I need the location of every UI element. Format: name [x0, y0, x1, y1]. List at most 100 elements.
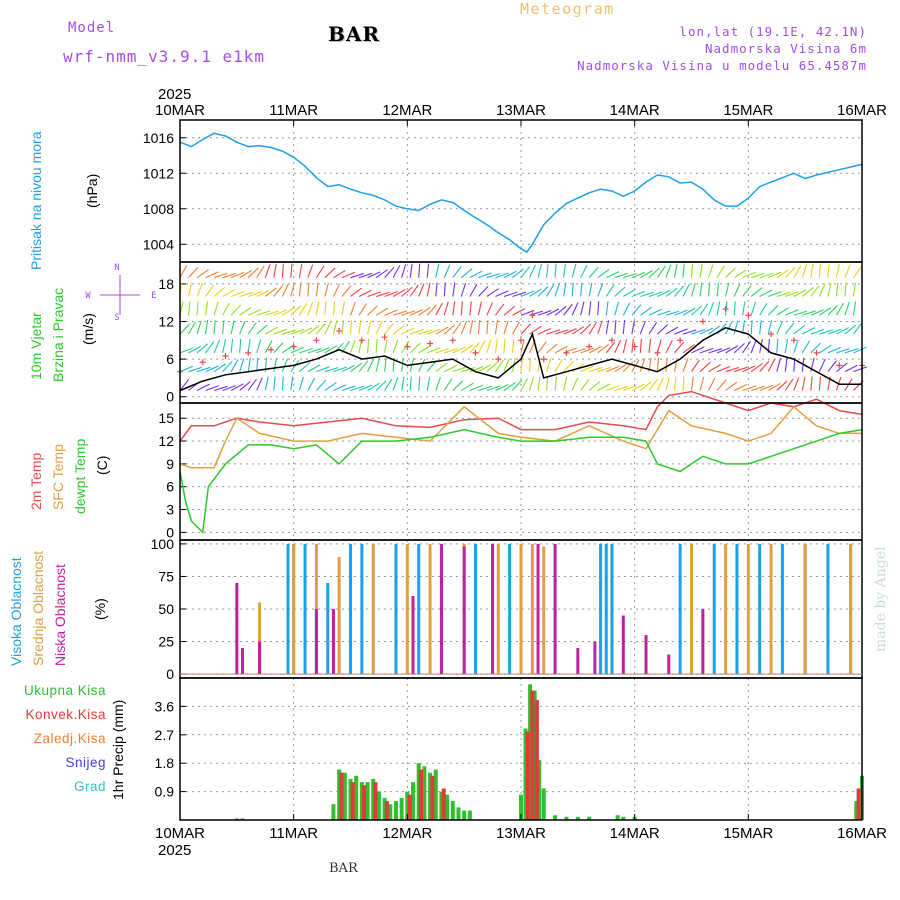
cloud-bar	[439, 543, 443, 675]
wind-arrow	[750, 301, 757, 316]
wind-arrow	[494, 320, 499, 335]
wind-arrow	[486, 302, 493, 316]
wind-arrow	[264, 376, 269, 391]
wind-arrow	[674, 285, 685, 297]
wind-arrow	[690, 263, 694, 278]
series-line	[179, 428, 863, 535]
wind-arrow	[751, 272, 765, 279]
wind-arrow	[665, 287, 678, 297]
wind-arrow	[350, 385, 365, 391]
wind-arrow	[699, 347, 714, 354]
wind-arrow	[699, 376, 705, 391]
wind-arrow	[785, 291, 799, 297]
wind-arrow	[444, 365, 458, 373]
wind-arrow	[657, 310, 671, 316]
wind-arrow	[546, 308, 560, 316]
wind-arrow	[495, 384, 509, 391]
wind-arrow	[784, 378, 794, 391]
wind-arrow	[623, 385, 637, 391]
wind-arrow	[589, 366, 603, 373]
cloud-bar	[758, 543, 762, 675]
wind-arrow	[315, 301, 320, 316]
wind-arrow	[486, 385, 501, 391]
wind-arrow	[597, 283, 604, 297]
wind-arrow	[708, 325, 721, 335]
wind-arrow	[699, 327, 713, 335]
precip-bar	[615, 815, 620, 820]
cloud-bar	[604, 543, 608, 675]
wind-arrow	[648, 379, 658, 391]
wind-arrow	[529, 288, 542, 297]
wind-arrow	[435, 302, 443, 316]
wind-arrow	[358, 289, 372, 297]
wind-arrow	[427, 328, 441, 335]
wind-arrow	[478, 385, 492, 391]
wind-arrow	[503, 358, 510, 372]
wind-arrow	[375, 307, 389, 316]
wind-arrow	[605, 284, 615, 297]
y-tick-label: 12	[158, 314, 174, 330]
wind-arrow	[401, 310, 416, 316]
wind-arrow	[691, 305, 703, 316]
wind-arrow	[614, 286, 626, 297]
wind-arrow	[384, 309, 398, 316]
precip-bar	[350, 782, 355, 820]
wind-arrow	[853, 322, 863, 335]
wind-arrow	[665, 264, 672, 278]
cloud-bar	[394, 543, 398, 675]
wind-arrow	[239, 320, 246, 335]
wind-dir-w: W	[85, 291, 91, 301]
precip-legend: Ukupna Kisa Konvek.Kisa Zaledj.Kisa Snijeg G…	[0, 683, 106, 813]
gust-marker	[790, 337, 797, 344]
wind-arrow	[554, 376, 558, 391]
wind-arrow	[367, 291, 381, 297]
y-tick-label: 6	[166, 479, 174, 495]
wind-arrow	[725, 381, 738, 391]
wind-arrow	[384, 322, 394, 335]
wind-arrow	[597, 320, 603, 335]
wind-arrow	[742, 301, 746, 316]
wind-arrow	[554, 359, 563, 372]
wind-arrow	[606, 365, 620, 373]
wind-arrow	[835, 282, 839, 297]
wind-arrow	[819, 329, 833, 335]
precip-bar	[339, 772, 344, 820]
wind-arrow	[213, 286, 226, 297]
precip-legend-item: Grad	[73, 779, 106, 794]
wind-arrow	[384, 290, 398, 297]
wind-arrow	[426, 263, 430, 278]
wind-arrow	[716, 265, 725, 278]
precip-bar	[348, 778, 353, 820]
wind-arrow	[606, 271, 620, 279]
wind-arrow	[187, 282, 192, 297]
precip-bar	[441, 788, 446, 820]
wind-arrow	[205, 320, 209, 335]
wind-arrow	[409, 376, 412, 391]
wind-arrow	[537, 376, 541, 391]
wind-arrow	[580, 323, 591, 335]
wind-arrow	[802, 310, 816, 316]
x-tick-label-top: 11MAR	[269, 102, 318, 119]
gust-marker	[586, 343, 593, 350]
wind-arrow	[418, 263, 421, 278]
wind-arrow	[478, 272, 492, 279]
wind-arrow	[810, 376, 813, 391]
wind-arrow	[341, 364, 355, 373]
wind-arrow	[281, 263, 284, 278]
wind-arrow	[588, 381, 601, 391]
wind-arrow	[665, 310, 680, 316]
x-tick-label-bottom: 15MAR	[723, 825, 773, 842]
wind-arrow	[742, 320, 746, 335]
wind-arrow	[265, 310, 279, 316]
wind-arrow	[401, 376, 405, 391]
wind-arrow	[622, 361, 634, 373]
wind-arrow	[750, 320, 753, 335]
precip-bar	[382, 797, 387, 820]
wind-arrow	[844, 324, 857, 335]
wind-arrow	[759, 289, 773, 297]
wind-arrow	[733, 301, 736, 316]
wind-arrow	[588, 301, 592, 316]
cloud-bar	[474, 543, 478, 675]
wind-arrow	[827, 282, 832, 297]
wind-arrow	[853, 265, 862, 278]
